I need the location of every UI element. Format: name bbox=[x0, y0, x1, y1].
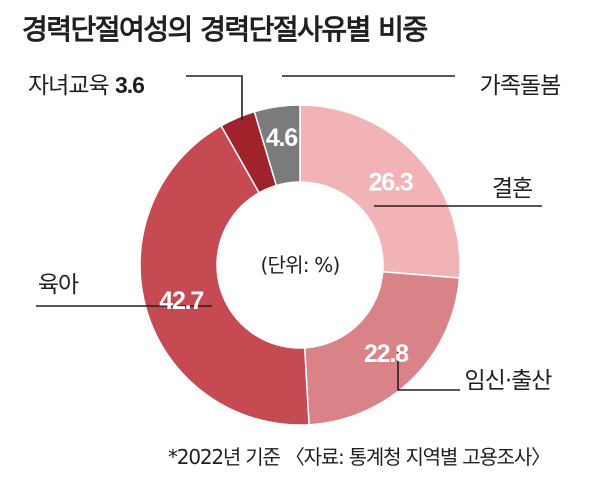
category-label-pregnancy-childbirth: 임신·출산 bbox=[465, 368, 553, 394]
category-label-child-education: 자녀교육 3.6 bbox=[28, 72, 144, 99]
chart-title: 경력단절여성의 경력단절사유별 비중 bbox=[22, 13, 428, 46]
category-label-marriage: 결혼 bbox=[492, 176, 532, 202]
value-label-family-care: 4.6 bbox=[266, 124, 297, 152]
slice-marriage bbox=[299, 104, 461, 279]
value-label-childcare: 42.7 bbox=[159, 287, 203, 315]
category-label-childcare: 육아 bbox=[38, 272, 79, 298]
leader-lines bbox=[36, 75, 542, 391]
center-unit-label: (단위: %) bbox=[261, 253, 340, 277]
leader-line-pregnancy-childbirth bbox=[397, 352, 460, 391]
leader-line-child-education bbox=[186, 75, 243, 120]
slice-pregnancy-childbirth bbox=[303, 270, 461, 426]
footnote: *2022년 기준 〈자료: 통계청 지역별 고용조사〉 bbox=[168, 445, 551, 469]
labels-layer: 26.3 결혼 22.8 임신·출산 42.7 육아 자녀교육 3.6 4.6 가족돌봄 bbox=[28, 72, 561, 394]
slices-layer bbox=[139, 104, 461, 426]
category-label-family-care: 가족돌봄 bbox=[480, 73, 561, 99]
value-label-pregnancy-childbirth: 22.8 bbox=[364, 340, 409, 368]
slice-family-care bbox=[253, 104, 301, 187]
slice-childcare bbox=[139, 124, 310, 426]
value-label-marriage: 26.3 bbox=[369, 169, 413, 197]
